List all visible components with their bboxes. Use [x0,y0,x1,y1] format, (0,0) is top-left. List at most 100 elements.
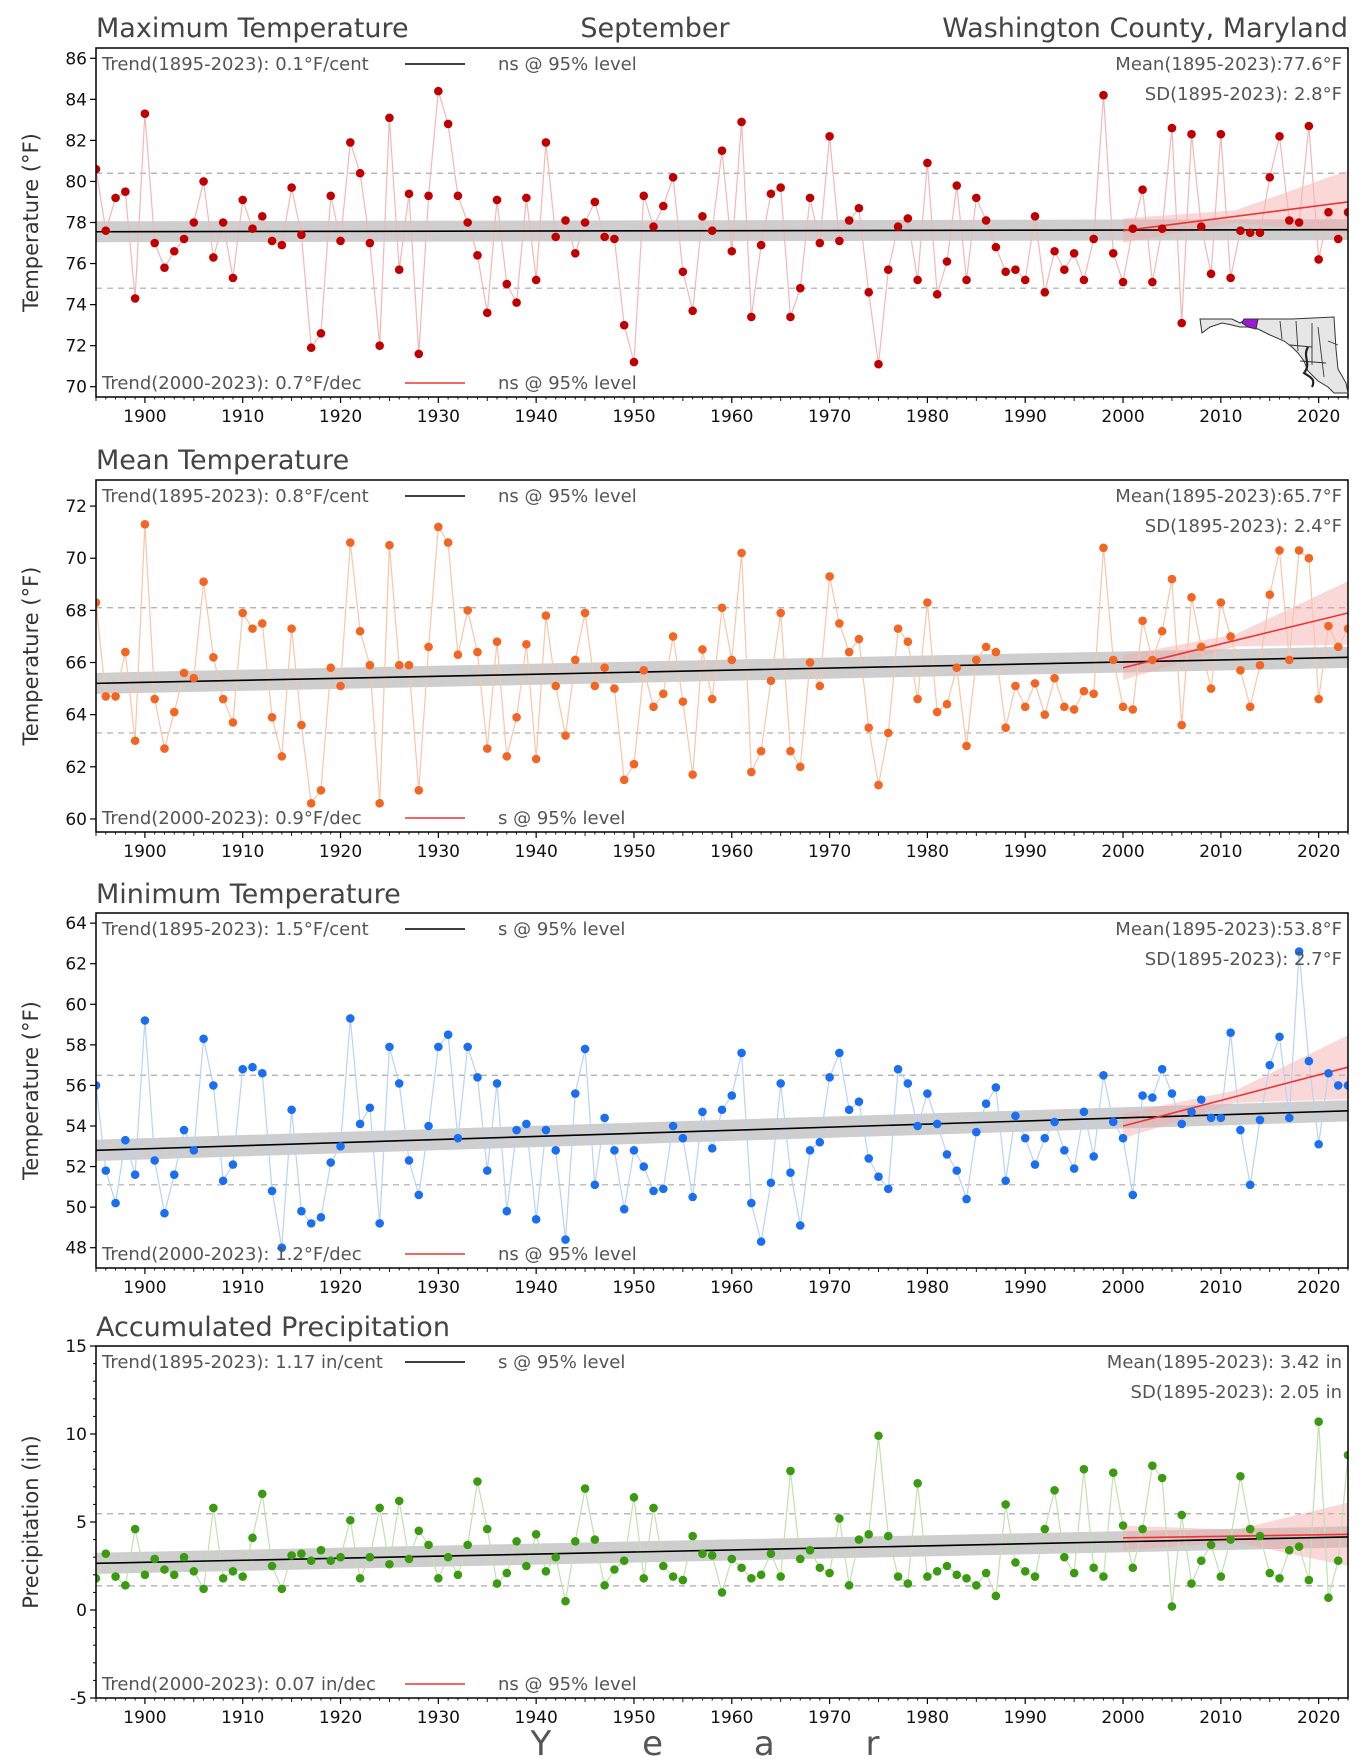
data-point [815,238,825,248]
data-point [346,138,355,147]
data-point [424,1121,433,1131]
data-point [1020,1133,1030,1143]
data-point [306,343,316,353]
data-point [531,1215,541,1224]
data-point [551,681,561,691]
data-point [844,647,854,657]
data-point [1040,1524,1050,1534]
data-point [482,744,492,753]
x-tick-label: 2020 [1297,1278,1340,1298]
recent-trend-line [1122,1066,1348,1127]
mean-label: Mean(1895-2023):65.7°F [1115,486,1342,507]
data-point [1099,1572,1108,1581]
x-tick-label: 1970 [808,842,851,862]
data-point [1245,702,1255,712]
data-point [473,1073,482,1082]
data-point [795,283,805,293]
data-point [277,1243,287,1253]
data-point [972,1127,981,1137]
data-point [150,1554,159,1564]
data-point [942,1150,952,1159]
data-point [1060,1146,1069,1155]
data-point [883,265,893,275]
data-point [649,1503,658,1513]
x-tick-label: 1940 [515,407,558,427]
data-point [688,1192,697,1202]
data-point [1069,705,1079,714]
data-point [1050,673,1059,683]
data-point [1324,1068,1333,1078]
data-point [1089,234,1098,244]
data-point [355,168,365,178]
data-point [1196,642,1206,652]
data-point [336,1141,345,1151]
data-point [257,212,267,221]
data-point [805,193,815,203]
x-tick-label: 1940 [515,842,558,862]
data-point [668,1572,678,1581]
x-tick-label: 1970 [808,1708,851,1728]
y-tick-label: 70 [65,549,87,569]
data-point [238,1572,248,1581]
trend-recent-significance: s @ 95% level [498,808,625,829]
data-point [629,1493,639,1502]
x-tick-label: 1990 [1004,1708,1047,1728]
long-trend-line [96,1536,1348,1565]
plot-area-mean [96,520,1348,808]
data-point [1275,131,1284,141]
data-point [336,1552,345,1562]
data-point [1265,173,1275,182]
x-tick-label: 1900 [123,1708,166,1728]
data-point [326,191,336,201]
data-point [590,1180,600,1190]
y-tick-label: 5 [76,1513,87,1533]
data-point [893,222,903,231]
x-tick-label: 1900 [123,842,166,862]
data-point [854,1535,864,1544]
data-point [1196,1095,1206,1104]
data-point [805,658,815,667]
x-tick-label: 1990 [1004,407,1047,427]
data-point [179,234,189,244]
x-tick-label: 2010 [1199,407,1242,427]
data-point [1040,1133,1050,1143]
y-tick-label: 54 [65,1117,87,1137]
plot-area-precip [96,1417,1348,1611]
data-point [727,1554,737,1564]
data-point [238,608,248,618]
data-point [1099,1070,1108,1080]
data-point [1245,1524,1255,1534]
y-tick-label: -5 [70,1689,87,1709]
data-point [1206,1113,1216,1123]
data-point [1333,642,1343,652]
series-line [96,951,1348,1248]
data-point [434,1574,443,1583]
data-point [795,1221,805,1230]
data-point [1294,546,1304,555]
data-point [443,1030,453,1040]
x-tick-label: 1970 [808,407,851,427]
data-point [678,1133,688,1143]
data-point [639,1574,649,1583]
data-point [1255,1531,1265,1541]
data-point [277,240,287,250]
data-point [639,191,649,201]
data-point [375,341,384,350]
data-point [1060,702,1069,712]
data-point [297,230,306,240]
data-point [257,1068,267,1078]
data-point [248,1062,257,1072]
data-point [1216,598,1226,607]
data-point [189,673,199,683]
data-point [883,728,893,738]
trend-recent-label: Trend(2000-2023): 1.2°F/dec [101,1244,362,1265]
data-point [365,1552,375,1562]
plot-area-max [96,86,1348,369]
panel-max: 70 72 74 76 78 80 82 84 86 1900 1910 1920 1930 1940 19… [19,47,1349,427]
data-point [756,746,766,756]
data-point [981,1568,991,1578]
data-point [766,1549,776,1558]
data-point [492,1079,502,1088]
data-point [1177,1119,1187,1129]
x-tick-label: 1910 [221,1278,264,1298]
